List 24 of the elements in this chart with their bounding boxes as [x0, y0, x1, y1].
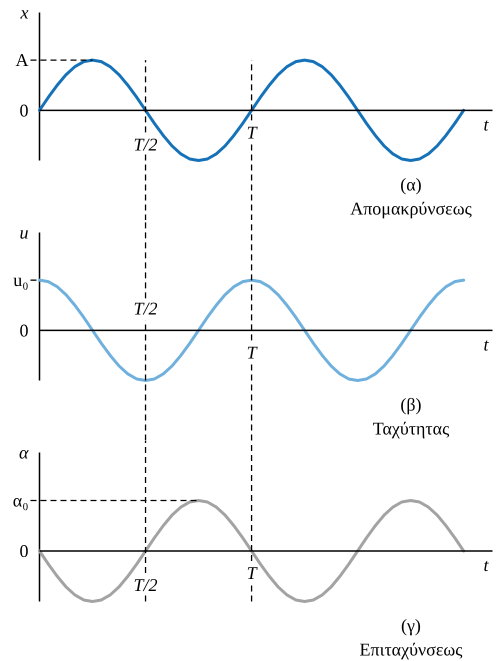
ref-line-label: u₀ — [13, 270, 29, 290]
x-tick-label: T — [246, 562, 259, 583]
y-axis-title: α — [19, 442, 30, 462]
x-axis-title: t — [484, 114, 490, 134]
x-tick-label: T — [246, 342, 259, 362]
x-axis-title: t — [484, 554, 490, 575]
text: (γ) — [400, 616, 421, 636]
x-tick-label: T/2 — [134, 134, 158, 154]
x-tick-label: T/2 — [134, 574, 158, 595]
y-axis-title: x — [20, 2, 29, 22]
text: (α) — [400, 174, 422, 194]
ref-line-label: A — [16, 50, 28, 70]
ref-line-label: 0 — [20, 540, 28, 561]
text: Επιταχύνσεως — [360, 640, 462, 660]
x-tick-label: T/2 — [134, 298, 158, 318]
x-tick-label: T — [246, 122, 259, 142]
text: Ταχύτητας — [372, 418, 450, 438]
y-axis-title: u — [20, 222, 28, 242]
text: (β) — [400, 394, 422, 414]
x-axis-title: t — [484, 334, 490, 354]
ref-line-label: α₀ — [12, 490, 29, 510]
ref-line-label: 0 — [20, 320, 28, 340]
text: Απομακρύνσεως — [350, 198, 472, 218]
ref-line-label: 0 — [20, 100, 28, 120]
